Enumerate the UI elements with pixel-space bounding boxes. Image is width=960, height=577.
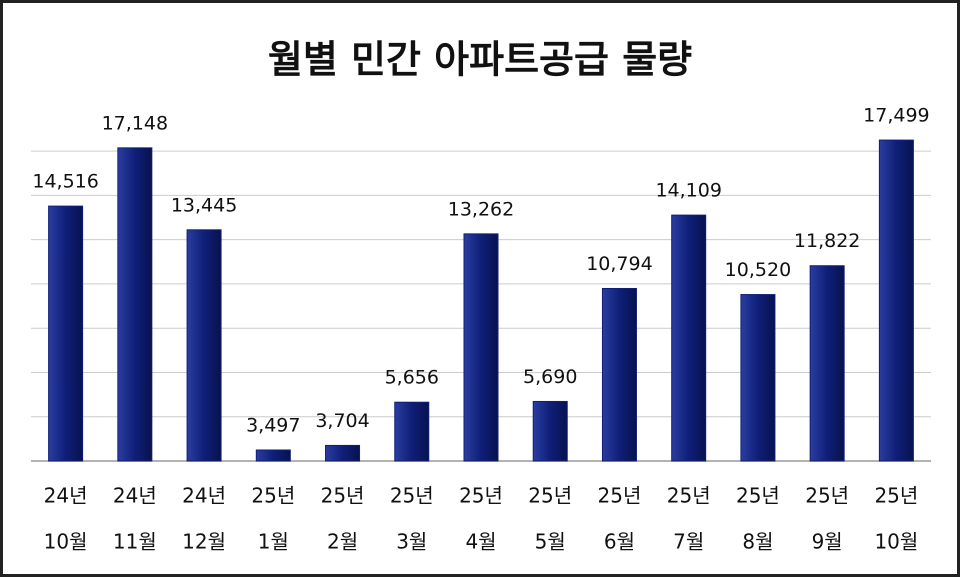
x-tick-label: 8월 xyxy=(742,530,773,554)
x-tick-label: 6월 xyxy=(604,530,635,554)
x-tick-label: 25년 xyxy=(390,484,434,508)
value-label: 10,520 xyxy=(725,259,791,281)
x-tick-label: 1월 xyxy=(258,530,289,554)
value-label: 17,499 xyxy=(863,105,929,127)
bar xyxy=(532,400,568,462)
x-tick-label: 3월 xyxy=(396,530,427,554)
x-tick-label: 25년 xyxy=(251,484,295,508)
x-tick-label: 24년 xyxy=(44,484,88,508)
x-tick-label: 12월 xyxy=(182,530,226,554)
x-tick-label: 5월 xyxy=(535,530,566,554)
bar xyxy=(186,229,222,462)
x-tick-label: 4월 xyxy=(465,530,496,554)
value-label: 14,516 xyxy=(32,171,98,193)
value-label: 5,656 xyxy=(385,367,439,389)
value-label: 3,497 xyxy=(246,414,300,436)
x-tick-label: 25년 xyxy=(874,484,918,508)
value-label: 17,148 xyxy=(102,112,168,134)
value-label: 11,822 xyxy=(794,230,860,252)
bar xyxy=(671,214,707,462)
x-tick-label: 25년 xyxy=(321,484,365,508)
bar xyxy=(601,287,637,462)
bar xyxy=(740,294,776,462)
x-tick-label: 10월 xyxy=(44,530,88,554)
x-tick-label: 25년 xyxy=(528,484,572,508)
value-label: 14,109 xyxy=(655,180,721,202)
x-tick-label: 9월 xyxy=(812,530,843,554)
x-tick-label: 24년 xyxy=(113,484,157,508)
bar xyxy=(463,233,499,462)
value-label: 5,690 xyxy=(523,366,577,388)
bar xyxy=(325,444,361,462)
x-tick-label: 10월 xyxy=(874,530,918,554)
x-tick-label: 24년 xyxy=(182,484,226,508)
x-tick-label: 7월 xyxy=(673,530,704,554)
value-label: 13,262 xyxy=(448,198,514,220)
chart-title: 월별 민간 아파트공급 물량 xyxy=(268,38,692,82)
value-label: 10,794 xyxy=(586,253,652,275)
bar xyxy=(394,401,430,462)
bar xyxy=(48,205,84,462)
x-tick-label: 11월 xyxy=(113,530,157,554)
x-tick-label: 25년 xyxy=(667,484,711,508)
x-tick-label: 2월 xyxy=(327,530,358,554)
value-label: 13,445 xyxy=(171,194,237,216)
x-tick-label: 25년 xyxy=(598,484,642,508)
x-tick-label: 25년 xyxy=(805,484,849,508)
x-tick-label: 25년 xyxy=(736,484,780,508)
bar xyxy=(117,147,153,462)
value-label: 3,704 xyxy=(315,410,369,432)
x-tick-label: 25년 xyxy=(459,484,503,508)
bar xyxy=(255,449,291,462)
bar xyxy=(809,265,845,462)
bar xyxy=(878,139,914,462)
